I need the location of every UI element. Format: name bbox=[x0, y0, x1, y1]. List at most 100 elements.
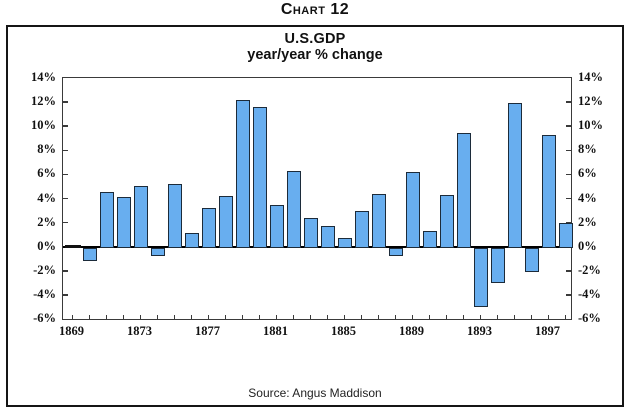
bar-1888 bbox=[388, 247, 403, 257]
bar-1873 bbox=[133, 186, 148, 248]
bar-1887 bbox=[371, 193, 386, 248]
y-axis-label-right: 0% bbox=[578, 238, 597, 253]
bar-1893 bbox=[473, 247, 488, 307]
y-axis-label-left: 10% bbox=[31, 118, 56, 133]
bar-1889 bbox=[405, 171, 420, 248]
y-tick-left bbox=[63, 149, 68, 152]
y-tick-right bbox=[566, 149, 571, 152]
bar-1886 bbox=[354, 210, 369, 248]
bar-1869 bbox=[64, 245, 81, 249]
x-tick bbox=[139, 315, 142, 319]
x-tick bbox=[530, 315, 533, 319]
bar-1884 bbox=[320, 226, 335, 248]
x-tick bbox=[496, 315, 499, 319]
bar-1890 bbox=[422, 231, 437, 248]
x-axis-label: 1869 bbox=[59, 324, 84, 338]
x-tick bbox=[445, 315, 448, 319]
y-tick-left bbox=[63, 173, 68, 176]
x-tick bbox=[190, 315, 193, 319]
x-axis-label: 1881 bbox=[263, 324, 288, 338]
x-axis-label: 1885 bbox=[331, 324, 356, 338]
x-tick bbox=[377, 315, 380, 319]
bar-1895 bbox=[507, 103, 522, 248]
x-tick bbox=[326, 315, 329, 319]
bar-1879 bbox=[235, 99, 250, 248]
bar-1877 bbox=[201, 208, 216, 248]
bar-1885 bbox=[337, 238, 352, 248]
y-axis-label-right: 12% bbox=[578, 94, 603, 109]
y-axis-label-left: 12% bbox=[31, 94, 56, 109]
y-tick-right bbox=[566, 125, 571, 127]
x-tick bbox=[105, 315, 108, 319]
x-tick bbox=[513, 315, 516, 319]
y-tick-right bbox=[566, 101, 571, 103]
x-tick bbox=[275, 315, 278, 319]
x-axis-label: 1873 bbox=[127, 324, 152, 338]
y-axis-label-left: 0% bbox=[37, 238, 56, 253]
y-axis-label-right: 2% bbox=[578, 214, 597, 229]
bar-1876 bbox=[184, 233, 199, 248]
bar-1891 bbox=[439, 194, 454, 248]
y-tick-left bbox=[63, 221, 68, 224]
bar-1896 bbox=[524, 247, 539, 272]
plot-area bbox=[62, 77, 573, 320]
chart-box: U.S.GDP year/year % change Source: Angus… bbox=[6, 25, 624, 407]
x-tick bbox=[564, 315, 567, 319]
y-tick-right bbox=[566, 221, 571, 224]
bar-1897 bbox=[541, 134, 556, 248]
y-tick-right bbox=[566, 173, 571, 176]
bar-1875 bbox=[167, 184, 182, 248]
y-axis-label-left: 4% bbox=[37, 190, 56, 205]
x-tick bbox=[394, 315, 397, 319]
x-tick bbox=[258, 315, 261, 319]
bar-1871 bbox=[99, 192, 114, 248]
x-tick bbox=[292, 315, 295, 319]
y-tick-right bbox=[566, 270, 571, 272]
x-tick bbox=[71, 315, 74, 319]
x-tick bbox=[479, 315, 482, 319]
x-tick bbox=[224, 315, 227, 319]
y-axis-label-left: -4% bbox=[33, 286, 56, 301]
chart-title: U.S.GDP bbox=[284, 31, 346, 47]
bar-1872 bbox=[116, 197, 131, 248]
x-tick bbox=[207, 315, 210, 319]
x-tick bbox=[462, 315, 465, 319]
y-axis-label-right: -6% bbox=[578, 311, 601, 325]
x-axis-label: 1877 bbox=[195, 324, 220, 338]
bar-1880 bbox=[252, 106, 267, 248]
y-tick-right bbox=[566, 197, 571, 200]
bar-1898 bbox=[558, 222, 573, 248]
x-axis-label: 1889 bbox=[399, 324, 424, 338]
bar-1870 bbox=[82, 247, 97, 261]
x-tick bbox=[173, 315, 176, 319]
y-tick-right bbox=[566, 294, 571, 296]
x-tick bbox=[88, 315, 91, 319]
y-axis-label-left: 2% bbox=[37, 214, 56, 229]
y-tick-left bbox=[63, 101, 68, 103]
x-axis-label: 1893 bbox=[467, 324, 492, 338]
y-axis-label-right: 8% bbox=[578, 142, 597, 157]
chart-subtitle: year/year % change bbox=[247, 47, 383, 63]
bar-1894 bbox=[490, 247, 505, 283]
bar-1883 bbox=[303, 217, 318, 248]
x-tick bbox=[156, 315, 159, 319]
y-tick-left bbox=[63, 125, 68, 127]
y-axis-label-left: -2% bbox=[33, 262, 56, 277]
y-tick-left bbox=[63, 294, 68, 296]
x-tick bbox=[309, 315, 312, 319]
x-tick bbox=[122, 315, 125, 319]
bar-1882 bbox=[286, 170, 301, 248]
x-tick bbox=[547, 315, 550, 319]
x-tick bbox=[360, 315, 363, 319]
y-axis-label-right: 6% bbox=[578, 166, 597, 181]
y-axis-label-left: 6% bbox=[37, 166, 56, 181]
x-tick bbox=[241, 315, 244, 319]
y-axis-label-right: -2% bbox=[578, 262, 601, 277]
bar-1892 bbox=[456, 133, 471, 248]
x-tick bbox=[411, 315, 414, 319]
y-axis-label-right: 10% bbox=[578, 118, 603, 133]
y-axis-label-right: -4% bbox=[578, 286, 601, 301]
y-tick-left bbox=[63, 270, 68, 272]
source-note: Source: Angus Maddison bbox=[248, 386, 382, 400]
y-axis-label-left: 8% bbox=[37, 142, 56, 157]
